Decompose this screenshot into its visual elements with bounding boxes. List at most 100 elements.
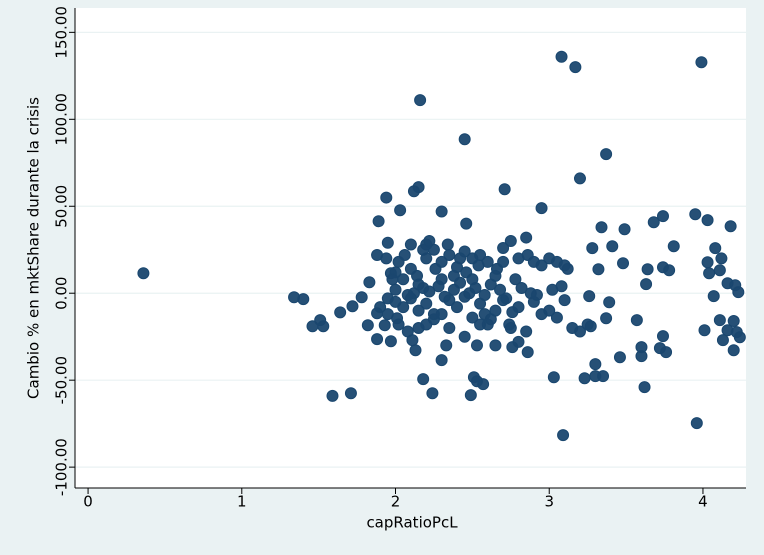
point xyxy=(371,248,384,261)
point xyxy=(409,344,422,357)
point xyxy=(489,339,502,352)
point xyxy=(420,318,433,331)
point xyxy=(586,242,599,255)
point xyxy=(435,354,448,367)
point xyxy=(727,315,740,328)
point xyxy=(470,339,483,352)
point xyxy=(703,267,716,280)
point xyxy=(573,172,586,185)
point xyxy=(420,297,433,310)
point xyxy=(512,301,525,314)
point xyxy=(716,334,729,347)
point xyxy=(558,294,571,307)
point xyxy=(137,267,150,280)
point xyxy=(515,282,528,294)
point xyxy=(466,273,479,286)
point xyxy=(417,373,430,386)
point xyxy=(384,335,397,348)
point xyxy=(478,288,491,301)
point xyxy=(438,290,451,303)
point xyxy=(647,216,660,229)
point xyxy=(412,304,425,317)
point xyxy=(709,242,722,255)
point xyxy=(618,223,631,236)
point xyxy=(497,255,510,268)
point xyxy=(427,308,440,321)
point xyxy=(520,325,533,338)
point xyxy=(411,269,424,282)
point xyxy=(440,339,453,352)
point xyxy=(503,318,516,331)
point xyxy=(414,94,427,107)
point xyxy=(550,311,563,324)
point xyxy=(569,61,582,74)
point xyxy=(447,269,460,282)
point xyxy=(606,240,619,253)
point xyxy=(561,262,574,275)
point xyxy=(423,285,436,298)
y-tick-label: 100.00 xyxy=(53,93,71,146)
point xyxy=(557,429,570,442)
point xyxy=(583,290,596,303)
y-axis-label: Cambio % en mktShare durante la crisis xyxy=(25,97,43,399)
point xyxy=(656,210,669,223)
point xyxy=(512,335,525,348)
point xyxy=(361,319,374,332)
point xyxy=(460,217,473,230)
point xyxy=(733,331,746,344)
point xyxy=(521,346,534,359)
point xyxy=(363,276,376,289)
y-tick-label: -100.00 xyxy=(53,438,71,496)
point xyxy=(581,318,594,331)
point xyxy=(521,248,534,261)
point xyxy=(701,214,714,227)
point xyxy=(389,283,402,296)
point xyxy=(380,191,393,204)
point xyxy=(472,259,485,272)
point xyxy=(589,358,602,371)
y-tick-label: 50.00 xyxy=(53,185,71,228)
point xyxy=(429,262,442,275)
point xyxy=(374,301,387,314)
point xyxy=(334,306,347,319)
point xyxy=(397,301,410,314)
point xyxy=(509,273,522,286)
point xyxy=(346,300,359,313)
point xyxy=(297,293,310,306)
point xyxy=(656,330,669,343)
y-tick-label: 150.00 xyxy=(52,6,70,59)
point xyxy=(695,56,708,69)
y-tick-label: -50.00 xyxy=(53,356,71,404)
point xyxy=(381,308,394,321)
point xyxy=(555,280,568,293)
point xyxy=(535,202,548,215)
point xyxy=(690,417,703,430)
point xyxy=(713,314,726,327)
x-tick-label: 0 xyxy=(83,493,93,511)
point xyxy=(547,371,560,384)
point xyxy=(613,351,626,364)
point xyxy=(407,185,420,198)
point xyxy=(724,220,737,233)
point xyxy=(689,208,702,221)
point xyxy=(435,205,448,218)
point xyxy=(555,50,568,63)
point xyxy=(381,236,394,249)
point xyxy=(732,286,745,299)
x-tick-label: 3 xyxy=(544,493,554,511)
point xyxy=(423,235,436,248)
x-tick-label: 1 xyxy=(237,493,247,511)
point xyxy=(592,263,605,276)
point xyxy=(394,204,407,217)
point xyxy=(595,221,608,234)
point xyxy=(635,341,648,354)
point xyxy=(715,252,728,265)
point xyxy=(638,381,651,394)
point xyxy=(667,240,680,253)
point xyxy=(600,148,613,161)
point xyxy=(713,264,726,277)
point xyxy=(597,370,610,383)
point xyxy=(663,264,676,277)
